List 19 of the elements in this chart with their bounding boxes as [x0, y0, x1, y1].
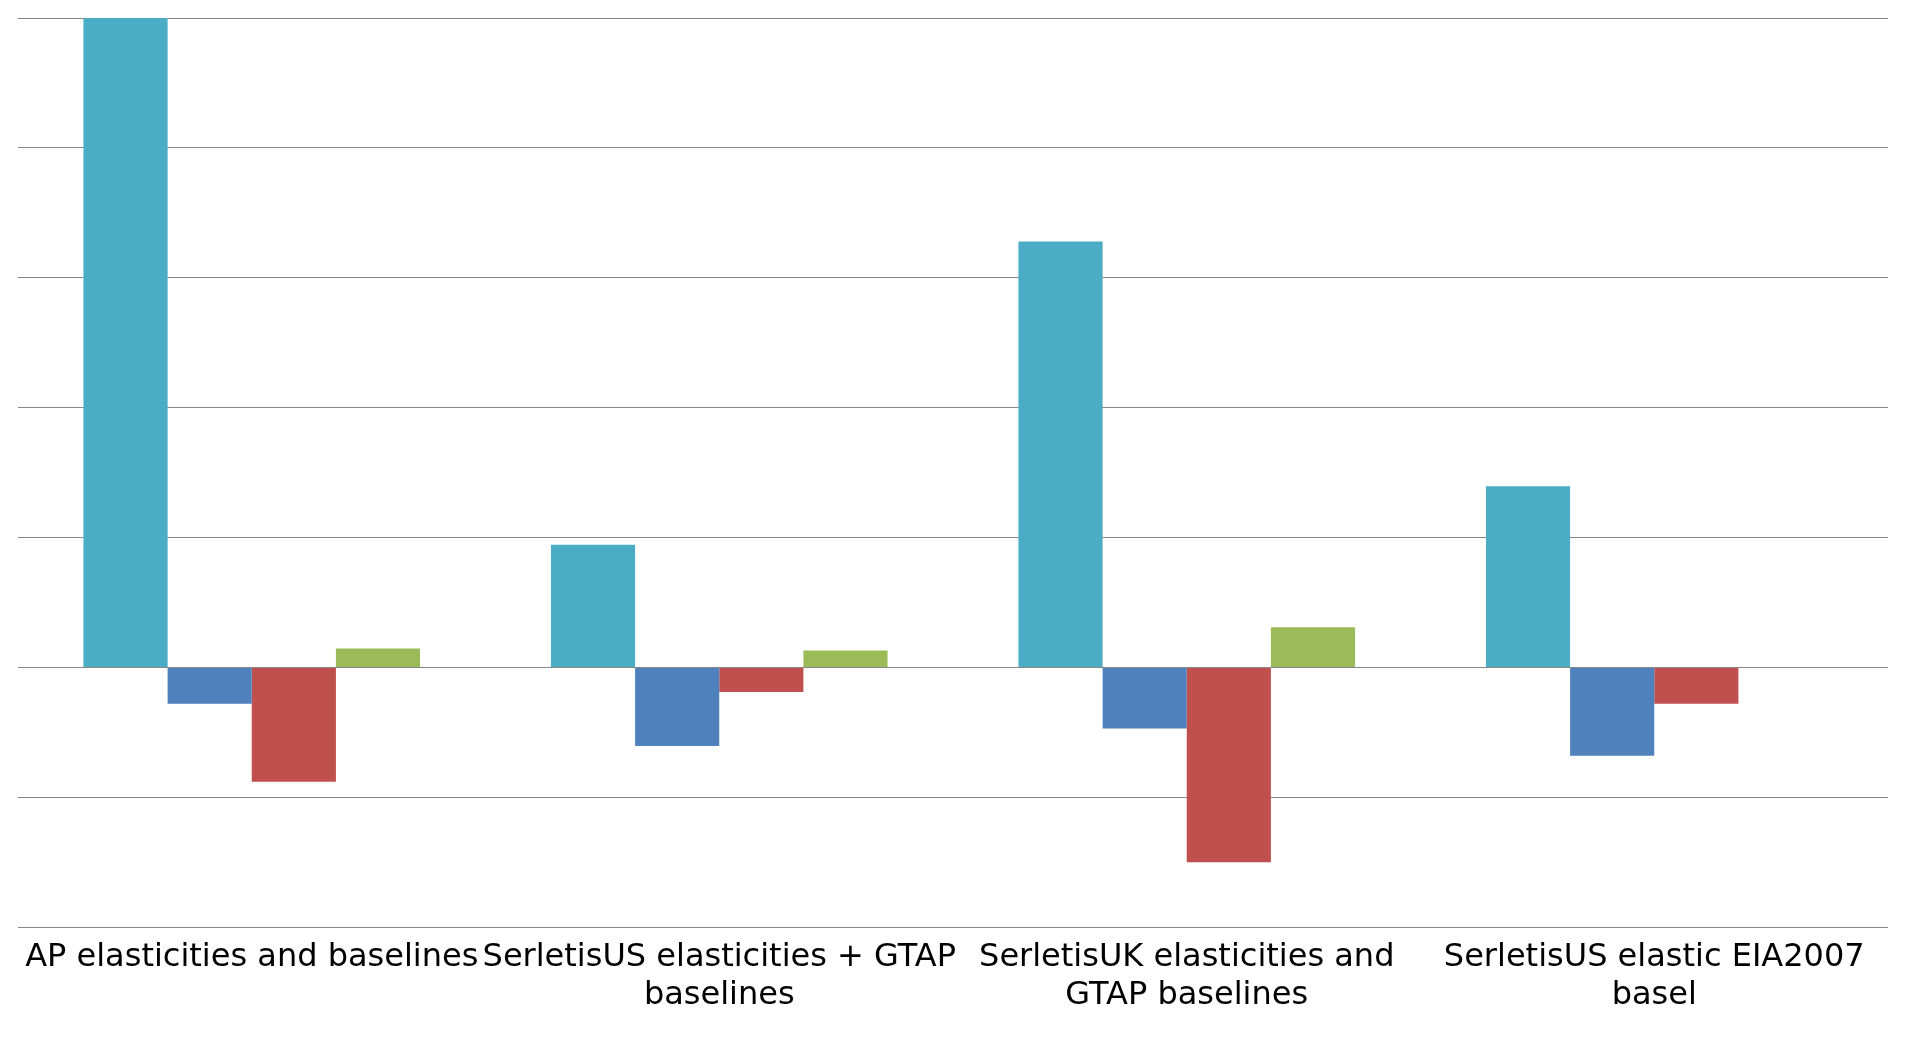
x-tick-label: AP elasticities and baselines	[25, 935, 479, 974]
bar	[1485, 486, 1571, 667]
bar	[1654, 667, 1739, 704]
x-tick-label: SerletisUS elasticities + GTAP baselines	[482, 935, 956, 1013]
bar	[1186, 667, 1271, 863]
bar	[167, 667, 252, 704]
bar	[1270, 627, 1356, 667]
x-tick-label: SerletisUS elastic EIA2007 basel	[1443, 935, 1865, 1013]
bar	[550, 544, 636, 667]
bar	[83, 18, 168, 667]
x-tick-label: SerletisUK elasticities and GTAP baselines	[979, 935, 1395, 1013]
bar	[1102, 667, 1187, 729]
bar	[335, 648, 421, 667]
bar	[803, 650, 888, 667]
bar	[719, 667, 804, 693]
bar	[635, 667, 720, 747]
bar	[1018, 241, 1103, 667]
bar	[251, 667, 336, 782]
bar	[1570, 667, 1655, 756]
